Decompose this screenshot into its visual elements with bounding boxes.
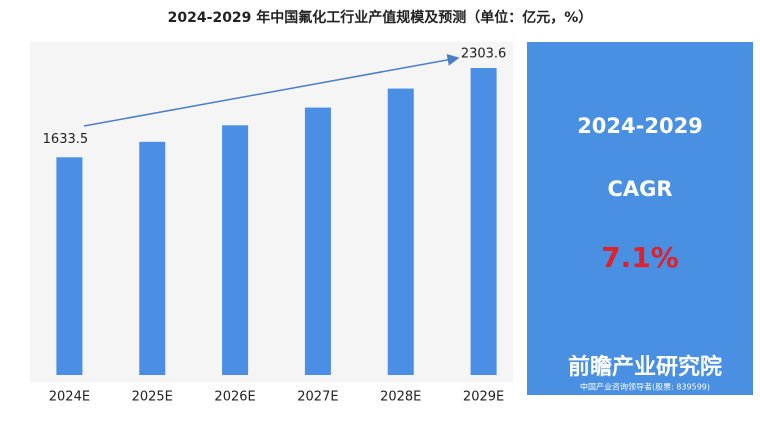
- plot-background: [30, 42, 513, 382]
- bar: [222, 125, 249, 375]
- bar: [56, 157, 83, 375]
- brand-logo: 前瞻产业研究院: [568, 354, 722, 380]
- panel-value: 7.1%: [601, 241, 679, 274]
- x-tick-label: 2024E: [49, 390, 90, 405]
- panel-metric: CAGR: [607, 177, 672, 201]
- bar: [139, 141, 166, 375]
- data-label: 1633.5: [43, 132, 89, 147]
- x-tick-label: 2029E: [463, 390, 504, 405]
- x-tick-label: 2026E: [214, 390, 255, 405]
- trend-arrow: [83, 53, 460, 127]
- bar: [387, 88, 414, 375]
- data-label: 2303.6: [461, 47, 507, 62]
- x-tick-label: 2028E: [380, 390, 421, 405]
- cagr-panel: [527, 42, 753, 395]
- x-tick-label: 2025E: [132, 390, 173, 405]
- x-tick-label: 2027E: [297, 390, 338, 405]
- bar: [470, 68, 497, 375]
- bar: [304, 107, 331, 376]
- brand-subtitle: 中国产业咨询领导者(股票: 839599): [580, 382, 710, 392]
- panel-period: 2024-2029: [577, 114, 703, 138]
- chart-title: 2024-2029 年中国氟化工行业产值规模及预测（单位：亿元，%）: [168, 9, 593, 26]
